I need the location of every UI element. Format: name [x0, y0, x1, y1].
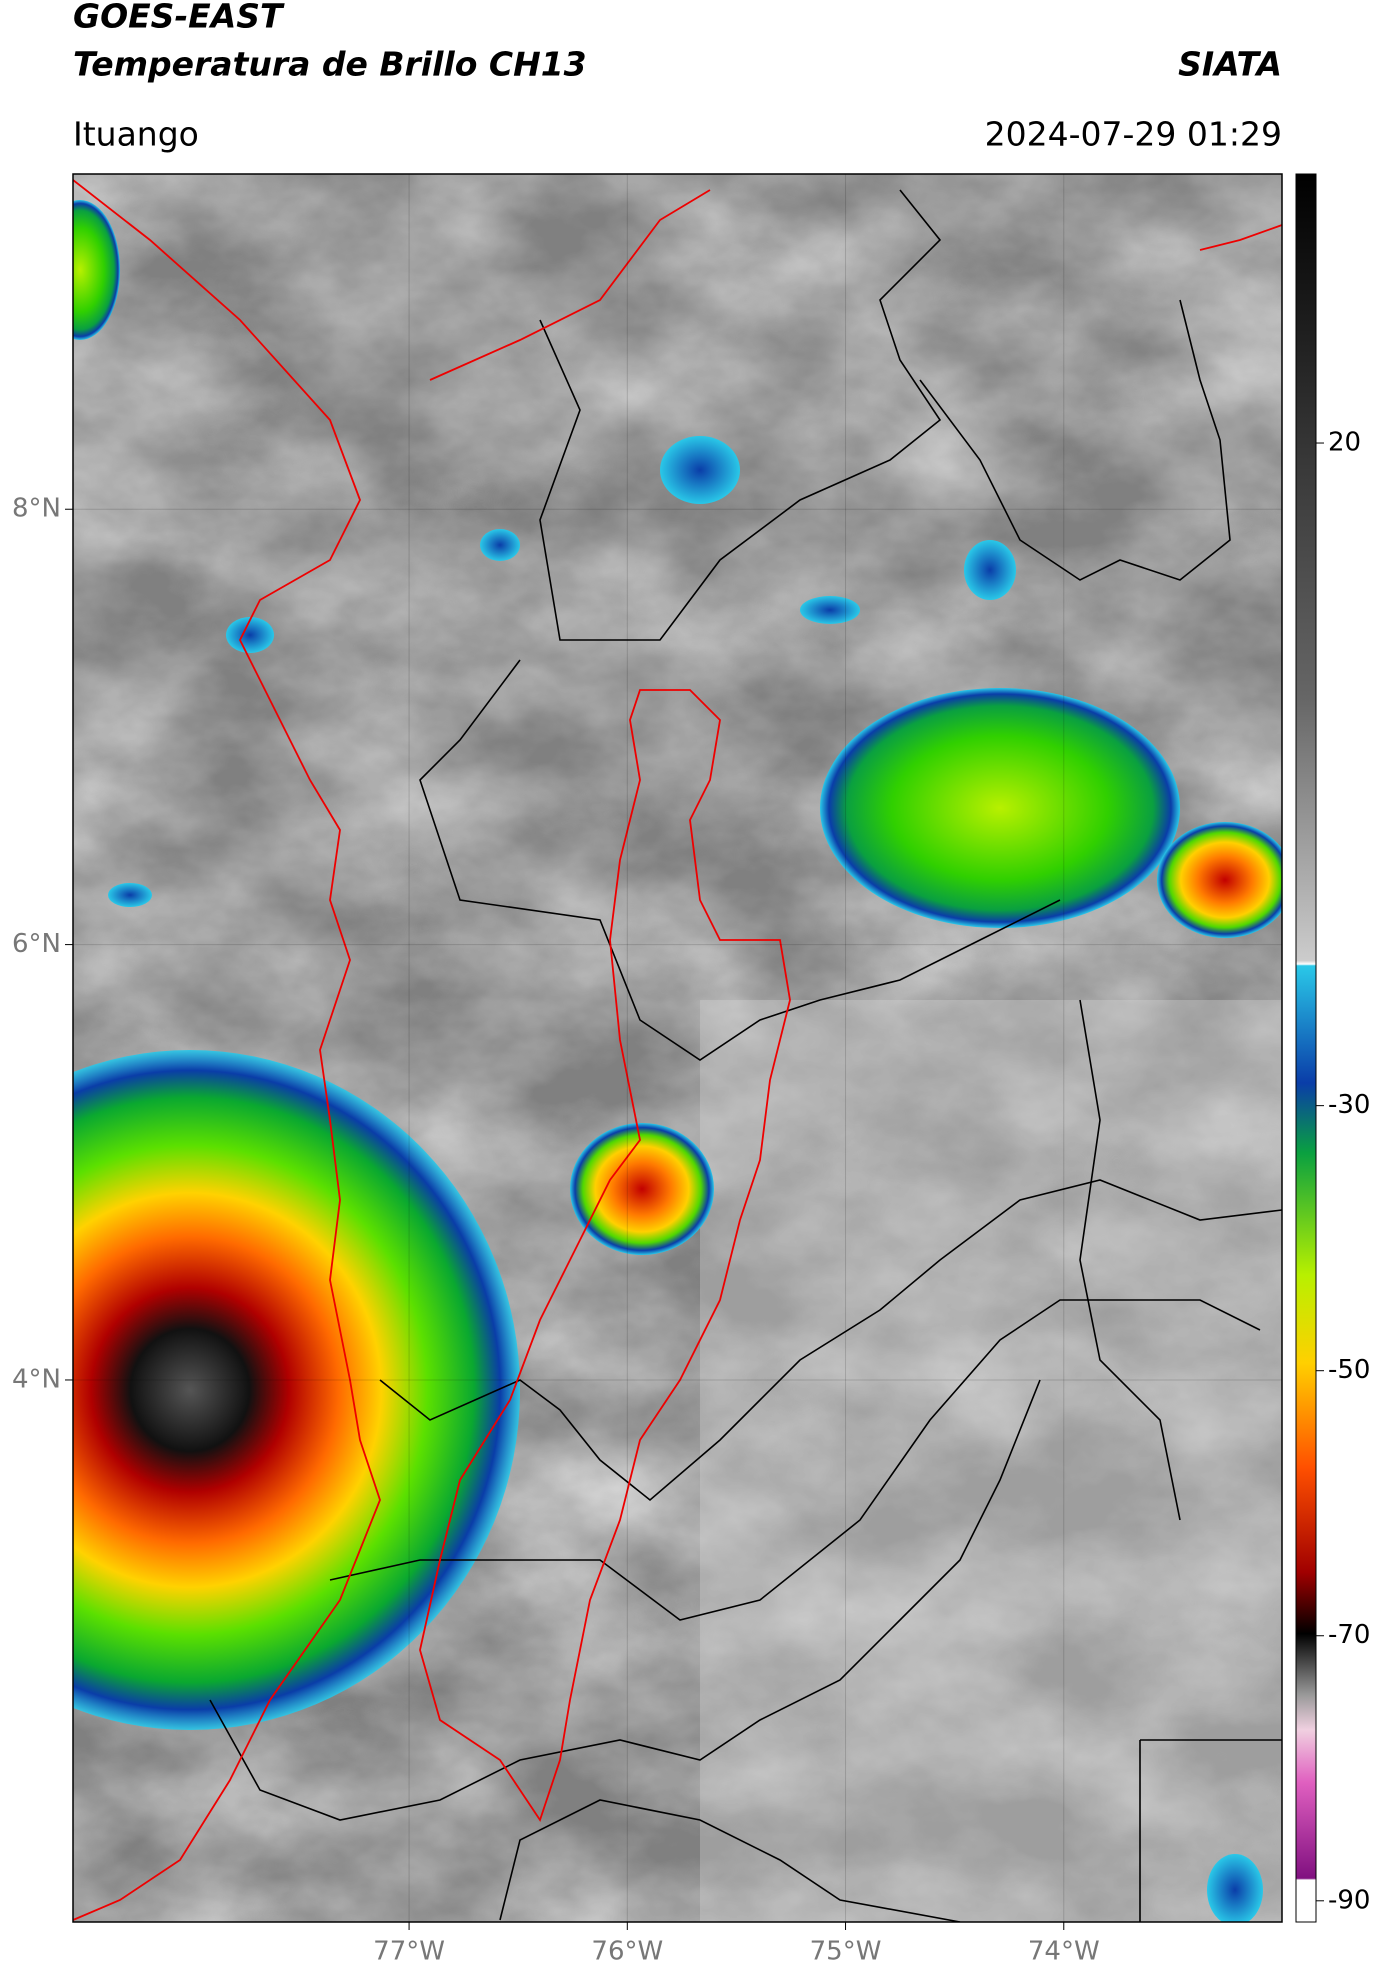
- lat-tick-label: 4°N: [12, 1364, 61, 1394]
- brand: SIATA: [1178, 45, 1282, 84]
- lon-tick-label: 77°W: [373, 1937, 445, 1967]
- datetime: 2024-07-29 01:29: [985, 115, 1282, 154]
- lon-tick-label: 74°W: [1028, 1937, 1100, 1967]
- colorbar-tick-label: -90: [1328, 1885, 1370, 1915]
- colorbar-tick-label: -50: [1328, 1355, 1370, 1385]
- lon-tick-label: 76°W: [591, 1937, 663, 1967]
- map-frame: [72, 173, 1283, 1923]
- location: Ituango: [73, 115, 199, 154]
- colorbar-tick-label: 20: [1328, 428, 1361, 458]
- ticks: 77°W 76°W 75°W 74°W 8°N 6°N 4°N 20 -30 -50 -70 -90: [12, 428, 1370, 1967]
- graticule: [73, 174, 1282, 1922]
- lat-tick-label: 8°N: [12, 494, 61, 524]
- subtitle: Temperatura de Brillo CH13: [73, 45, 587, 84]
- colorbar-tick-label: -70: [1328, 1620, 1370, 1650]
- lat-tick-label: 6°N: [12, 929, 61, 959]
- title: GOES-EAST: [73, 0, 285, 36]
- colorbar: [1295, 173, 1317, 1923]
- colorbar-tick-label: -30: [1328, 1090, 1370, 1120]
- lon-tick-label: 75°W: [810, 1937, 882, 1967]
- satellite-image: [73, 174, 1282, 1922]
